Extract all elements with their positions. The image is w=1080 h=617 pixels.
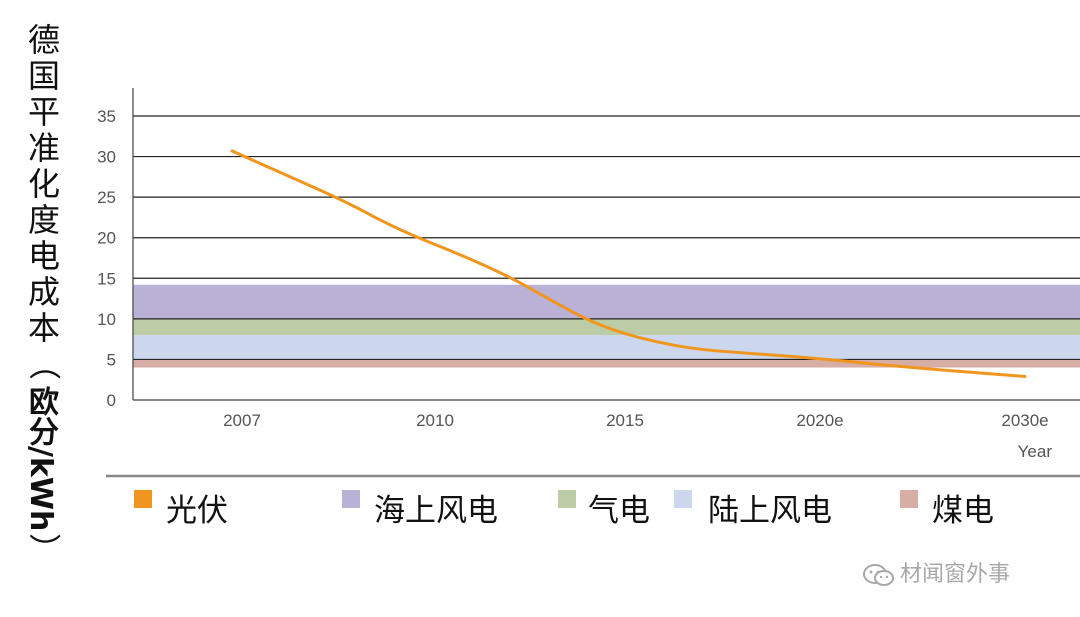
watermark: 材闻窗外事 xyxy=(862,556,1010,588)
legend-label: 陆上风电 xyxy=(708,493,832,529)
y-axis-label-char: 化 xyxy=(27,165,60,203)
band-onshore xyxy=(133,335,1080,360)
y-tick-label: 15 xyxy=(97,269,116,288)
legend-swatch xyxy=(342,490,360,508)
x-tick-label: 2015 xyxy=(606,411,644,430)
y-axis-label-char: 本 xyxy=(27,309,60,347)
legend-label: 光伏 xyxy=(166,493,228,529)
y-tick-label: 10 xyxy=(97,310,116,329)
y-tick-label: 5 xyxy=(107,350,116,369)
y-tick-label: 25 xyxy=(97,188,116,207)
legend-label: 气电 xyxy=(588,493,650,529)
x-tick-label: 2007 xyxy=(223,411,261,430)
x-tick-label: 2010 xyxy=(416,411,454,430)
x-tick-label: 2020e xyxy=(796,411,843,430)
legend-label: 煤电 xyxy=(932,493,994,529)
band-offshore xyxy=(133,284,1080,319)
wechat-icon xyxy=(863,564,894,586)
y-tick-label: 20 xyxy=(97,229,116,248)
legend-swatch xyxy=(558,490,576,508)
y-axis-label-char: 电 xyxy=(27,237,60,275)
y-axis-label-unit: 欧分/kWh xyxy=(23,386,58,532)
series-line-pv xyxy=(230,149,1027,378)
y-tick-label: 0 xyxy=(107,391,116,410)
legend-swatch xyxy=(134,490,152,508)
y-tick-label: 35 xyxy=(97,107,116,126)
watermark-text: 材闻窗外事 xyxy=(900,562,1011,587)
y-tick-label: 30 xyxy=(97,148,116,167)
y-axis-label: 德国平准化度电成本（欧分/kWh） xyxy=(22,22,66,567)
y-axis-label-char: 国 xyxy=(27,57,60,95)
y-axis-label-char: 德 xyxy=(27,21,60,59)
x-axis-label: Year xyxy=(1018,442,1053,461)
y-axis-label-char: 准 xyxy=(27,129,60,167)
band-coal xyxy=(133,359,1080,368)
legend-label: 海上风电 xyxy=(374,493,498,529)
legend-swatch xyxy=(900,490,918,508)
y-axis-label-char: 度 xyxy=(27,201,60,239)
legend-swatch xyxy=(674,490,692,508)
y-axis-label-char: 成 xyxy=(27,273,60,311)
y-axis-label-char: 平 xyxy=(27,93,60,131)
x-tick-label: 2030e xyxy=(1001,411,1048,430)
